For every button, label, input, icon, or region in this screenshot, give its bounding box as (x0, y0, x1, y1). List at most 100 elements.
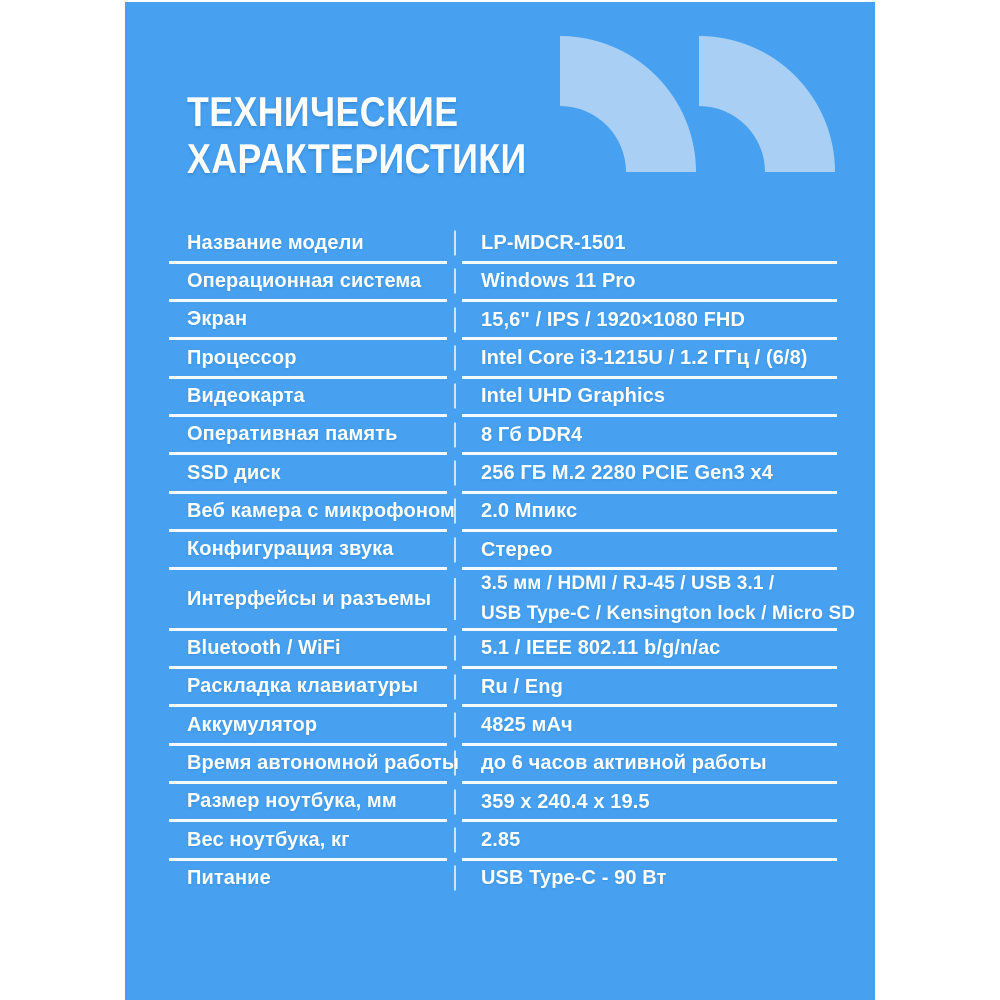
column-divider (453, 422, 456, 448)
spec-label: Название модели (187, 231, 364, 254)
spec-value-line: 359 x 240.4 x 19.5 (481, 790, 650, 813)
table-row: Оперативная память 8 Гб DDR4 (169, 416, 837, 456)
spec-value: Intel UHD Graphics (481, 381, 867, 411)
table-row: Вес ноутбука, кг 2.85 (169, 821, 837, 861)
column-divider (453, 712, 456, 738)
row-divider-line (169, 666, 447, 670)
column-divider (453, 674, 456, 700)
table-row: Интерфейсы и разъемы 3.5 мм / HDMI / RJ-… (169, 569, 855, 631)
spec-value-line: 2.85 (481, 829, 521, 852)
spec-value-line: 4825 мАч (481, 714, 573, 737)
spec-value: 5.1 / IEEE 802.11 b/g/n/ac (481, 633, 867, 663)
row-divider-line (169, 260, 447, 264)
spec-table: Название модели LP-MDCR-1501 Операционна… (169, 224, 855, 898)
row-divider-line (169, 490, 447, 494)
row-divider-line (169, 375, 447, 379)
spec-value-line: USB Type-C / Kensington lock / Micro SD (481, 603, 856, 625)
row-divider-line (462, 857, 837, 861)
spec-value: до 6 часов активной работы (481, 748, 867, 778)
row-divider-line (462, 452, 837, 456)
spec-label: Питание (187, 866, 271, 889)
spec-value-line: 8 Гб DDR4 (481, 423, 583, 446)
row-divider-line (169, 299, 447, 303)
row-divider-line (169, 337, 447, 341)
table-row: Конфигурация звука Стерео (169, 531, 837, 571)
row-divider-line (462, 704, 837, 708)
table-row: Аккумулятор 4825 мАч (169, 706, 837, 746)
table-row: Веб камера с микрофоном 2.0 Мпикс (169, 492, 837, 533)
spec-value: Ru / Eng (481, 672, 867, 702)
spec-value-line: 2.0 Мпикс (481, 500, 578, 523)
table-row: Видеокарта Intel UHD Graphics (169, 377, 837, 418)
table-row: Название модели LP-MDCR-1501 (169, 224, 837, 264)
row-divider-line (462, 627, 837, 631)
row-divider-line (169, 452, 447, 456)
spec-label: SSD диск (187, 461, 281, 484)
table-row: Процессор Intel Core i3-1215U / 1.2 ГГц … (169, 339, 837, 379)
column-divider (453, 635, 456, 661)
spec-value-line: Windows 11 Pro (481, 270, 636, 293)
row-divider-line (169, 819, 447, 823)
row-divider-line (462, 375, 837, 379)
spec-label: Аккумулятор (187, 713, 318, 736)
spec-label: Вес ноутбука, кг (187, 828, 350, 851)
column-divider (453, 498, 456, 524)
row-divider-line (462, 666, 837, 670)
column-divider (453, 268, 456, 294)
spec-value: Стерео (481, 535, 867, 565)
spec-value-line: Intel Core i3-1215U / 1.2 ГГц / (6/8) (481, 347, 808, 370)
column-divider (453, 345, 456, 371)
spec-label: Процессор (187, 346, 297, 369)
page-title: ТЕХНИЧЕСКИЕ ХАРАКТЕРИСТИКИ (187, 88, 527, 182)
spec-value-line: до 6 часов активной работы (481, 752, 767, 775)
row-divider-line (462, 567, 837, 571)
page-title-line2: ХАРАКТЕРИСТИКИ (187, 135, 527, 182)
column-divider (453, 537, 456, 563)
spec-label: Конфигурация звука (187, 538, 394, 561)
spec-value: LP-MDCR-1501 (481, 228, 867, 258)
spec-value-line: Ru / Eng (481, 675, 563, 698)
spec-label: Операционная система (187, 269, 422, 292)
spec-label: Bluetooth / WiFi (187, 636, 341, 659)
table-row: Раскладка клавиатуры Ru / Eng (169, 668, 837, 708)
column-divider (453, 865, 456, 891)
spec-value-line: 256 ГБ M.2 2280 PCIE Gen3 x4 (481, 462, 773, 485)
spec-value: 359 x 240.4 x 19.5 (481, 787, 867, 817)
page-title-line1: ТЕХНИЧЕСКИЕ (187, 88, 459, 135)
spec-value-line: USB Type-C - 90 Вт (481, 867, 667, 890)
column-divider (453, 230, 456, 256)
spec-value: 2.0 Мпикс (481, 496, 867, 526)
spec-value-line: Стерео (481, 538, 553, 561)
column-divider (453, 383, 456, 409)
spec-value: 256 ГБ M.2 2280 PCIE Gen3 x4 (481, 458, 867, 488)
row-divider-line (169, 414, 447, 418)
row-divider-line (462, 781, 837, 785)
column-divider (453, 307, 456, 333)
column-divider (453, 789, 456, 815)
row-divider-line (462, 490, 837, 494)
row-divider-line (462, 819, 837, 823)
table-row: Экран 15,6" / IPS / 1920×1080 FHD (169, 301, 837, 341)
table-row: Размер ноутбука, мм 359 x 240.4 x 19.5 (169, 783, 837, 823)
spec-label: Экран (187, 308, 248, 331)
spec-value-line: 5.1 / IEEE 802.11 b/g/n/ac (481, 637, 721, 660)
column-divider (453, 827, 456, 853)
spec-label: Видеокарта (187, 384, 305, 407)
row-divider-line (169, 704, 447, 708)
row-divider-line (169, 857, 447, 861)
row-divider-line (169, 742, 447, 746)
spec-card: ТЕХНИЧЕСКИЕ ХАРАКТЕРИСТИКИ Название моде… (125, 2, 875, 1000)
spec-value: USB Type-C - 90 Вт (481, 863, 867, 893)
column-divider (453, 460, 456, 486)
column-divider (453, 750, 456, 776)
spec-value: Intel Core i3-1215U / 1.2 ГГц / (6/8) (481, 343, 867, 373)
quote-arc-right-icon (699, 36, 835, 172)
row-divider-line (462, 414, 837, 418)
row-divider-line (462, 742, 837, 746)
spec-label: Интерфейсы и разъемы (187, 587, 432, 610)
column-divider (453, 578, 456, 621)
table-row: Питание USB Type-C - 90 Вт (169, 859, 837, 897)
spec-value-line: 3.5 мм / HDMI / RJ-45 / USB 3.1 / (481, 573, 775, 595)
spec-value: 2.85 (481, 825, 867, 855)
row-divider-line (462, 260, 837, 264)
